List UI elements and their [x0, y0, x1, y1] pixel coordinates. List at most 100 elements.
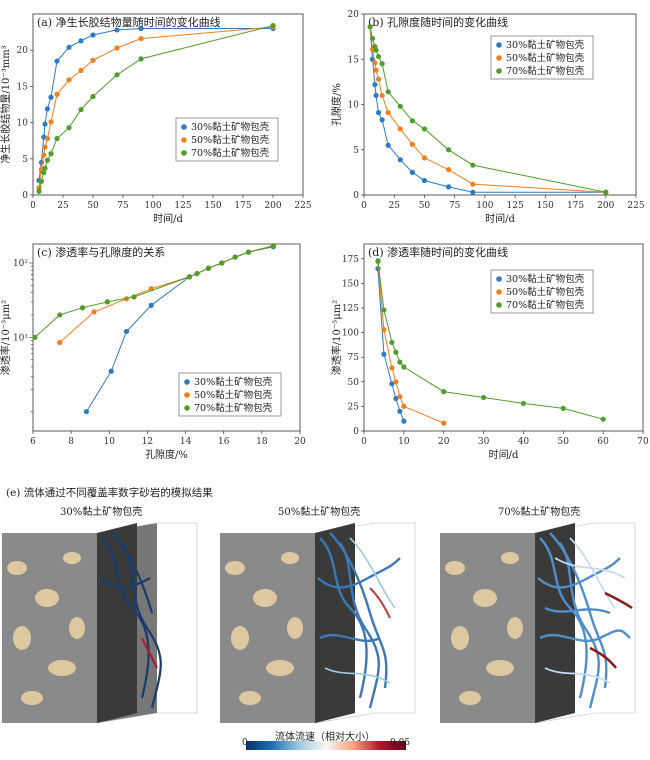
legend-marker [184, 405, 190, 411]
legend-marker [181, 137, 187, 143]
data-point [90, 93, 96, 100]
panel-title-a: (a) 净生长胶结物量随时间的变化曲线 [37, 15, 221, 29]
x-tick-label: 200 [264, 201, 281, 211]
data-point [48, 94, 54, 100]
x-tick-label: 75 [449, 201, 461, 211]
data-point [401, 403, 407, 409]
legend-marker [184, 392, 190, 398]
data-point [385, 110, 391, 116]
legend-frame [490, 35, 594, 80]
x-tick-label: 75 [117, 201, 129, 211]
data-point [44, 135, 51, 142]
series-line-3 [38, 25, 274, 192]
data-point [41, 152, 47, 158]
x-tick-label: 0 [361, 201, 367, 211]
data-point [421, 126, 428, 132]
x-tick-label: 30 [478, 437, 490, 447]
x-tick-label: 16 [218, 437, 230, 447]
sim-label-50: 50%黏土矿物包壳 [278, 507, 361, 518]
series-line-3 [34, 245, 274, 338]
data-point [397, 103, 403, 109]
y-tick-label: 15 [348, 55, 360, 65]
data-point [148, 302, 154, 308]
series-line-2 [377, 261, 444, 424]
y-tick-label: 15 [17, 82, 29, 92]
data-point [372, 81, 378, 88]
data-point [54, 135, 60, 142]
legend-frame [175, 117, 279, 162]
data-point [393, 379, 399, 385]
legend-marker [496, 42, 502, 48]
data-point [373, 67, 379, 73]
y-tick-label: 5 [22, 155, 28, 165]
legend-entry: 70%黏土矿物包壳 [194, 402, 273, 414]
data-point [397, 359, 403, 365]
data-point [393, 395, 399, 402]
data-point [36, 188, 42, 194]
legend-marker [181, 124, 187, 130]
data-point [409, 118, 415, 124]
data-point [66, 77, 72, 83]
x-tick-label: 150 [537, 201, 554, 211]
y-tick-label: 5 [353, 146, 359, 156]
data-point [375, 76, 382, 82]
legend-frame [490, 269, 594, 314]
x-tick-label: 6 [30, 437, 36, 447]
data-point [470, 181, 476, 187]
data-point [123, 328, 130, 335]
y-tick-label: 20 [17, 46, 29, 56]
x-axis-label-d: 时间/d [489, 448, 519, 461]
data-point [205, 265, 212, 271]
data-point [54, 91, 60, 97]
data-point [42, 144, 48, 150]
sim-label-70: 70%黏土矿物包壳 [498, 507, 581, 518]
data-point [90, 57, 96, 63]
data-point [131, 294, 137, 300]
x-tick-label: 100 [476, 201, 493, 211]
legend-entry: 70%黏土矿物包壳 [506, 65, 585, 77]
y-tick-label: 150 [342, 279, 359, 289]
data-point [409, 169, 415, 175]
chart-b: 0 25 50 75 100 125 150 175 200 225 0 5 10 15 20 (b) 孔隙度… [330, 10, 645, 225]
legend-entry: 70%黏土矿物包壳 [506, 299, 585, 311]
x-tick-label: 225 [627, 201, 644, 211]
x-tick-label: 40 [518, 437, 530, 447]
y-axis-label-a: 净生长胶结物量/10⁻³mm³ [0, 45, 12, 163]
data-point [114, 45, 120, 51]
panel-title-d: (d) 渗透率随时间的变化曲线 [368, 245, 508, 259]
series-line-2 [38, 26, 274, 188]
x-tick-label: 20 [294, 437, 306, 447]
data-point [600, 416, 606, 422]
legend-frame [178, 372, 282, 417]
data-point [373, 92, 379, 99]
data-point [83, 409, 89, 415]
data-point [375, 53, 382, 60]
data-point [91, 309, 97, 315]
y-tick-label: 10 [348, 101, 360, 111]
data-point [373, 47, 379, 53]
y-tick-label: 175 [342, 255, 359, 265]
y-tick-label: 0 [353, 427, 359, 437]
data-point [389, 381, 395, 387]
data-point [38, 178, 45, 184]
data-point [44, 106, 51, 112]
legend-entry: 30%黏土矿物包壳 [194, 376, 273, 388]
data-point [232, 254, 238, 260]
data-point [397, 408, 403, 414]
data-point [78, 38, 84, 44]
data-point [397, 393, 403, 400]
y-tick-label: 20 [348, 10, 360, 20]
legend-marker [496, 289, 502, 295]
x-tick-label: 50 [558, 437, 570, 447]
x-tick-label: 0 [361, 437, 367, 447]
data-point [114, 27, 120, 33]
data-point [245, 249, 252, 255]
data-point [385, 89, 391, 95]
y-tick-label: 100 [342, 329, 359, 339]
x-tick-label: 60 [597, 437, 609, 447]
y-tick-label: 0 [22, 191, 28, 201]
data-point [138, 56, 144, 62]
